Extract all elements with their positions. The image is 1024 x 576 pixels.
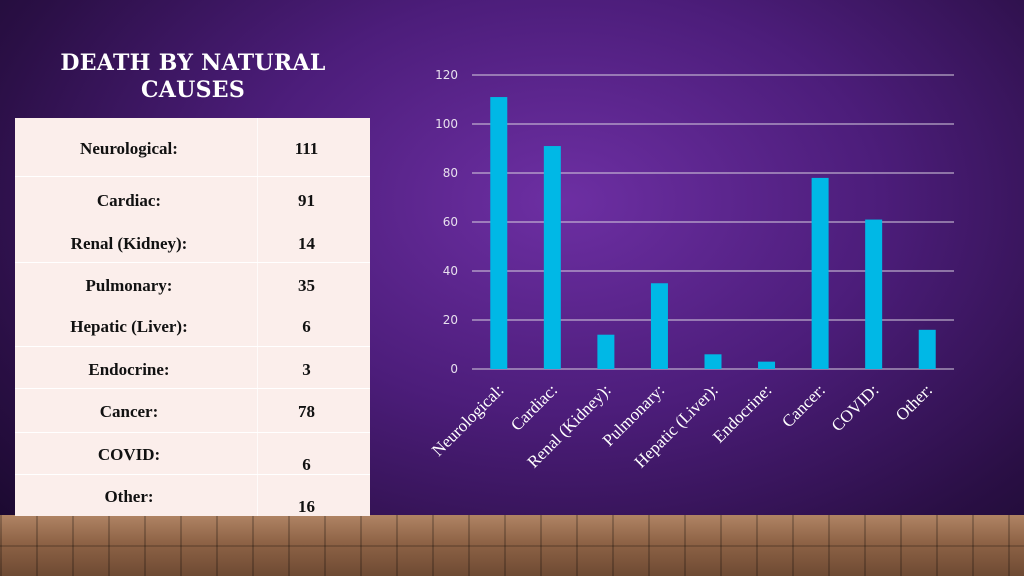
page-title: DEATH BY NATURAL CAUSES xyxy=(60,50,326,103)
row-label: Hepatic (Liver): xyxy=(70,317,188,336)
y-tick-label: 20 xyxy=(443,313,458,327)
row-value: 78 xyxy=(298,402,315,421)
table-row: COVID: 6 xyxy=(15,432,370,475)
row-value: 3 xyxy=(302,360,311,379)
row-value: 91 xyxy=(298,191,315,210)
x-tick-label: Cancer: xyxy=(778,380,829,431)
y-tick-label: 100 xyxy=(435,117,458,131)
y-tick-label: 80 xyxy=(443,166,458,180)
y-tick-label: 120 xyxy=(435,68,458,82)
wood-floor xyxy=(0,515,1024,576)
bar xyxy=(811,177,829,369)
table-row: Renal (Kidney): 14 xyxy=(15,222,370,262)
table-row: Pulmonary: 35 xyxy=(15,262,370,305)
row-label: Endocrine: xyxy=(88,360,170,379)
data-table: Neurological: 111 Cardiac: 91 Renal (Kid… xyxy=(15,118,370,516)
bar xyxy=(490,97,508,370)
bar xyxy=(650,283,668,369)
row-label: Pulmonary: xyxy=(85,276,173,295)
x-tick-label: Cardiac: xyxy=(507,380,561,434)
bar xyxy=(865,219,883,369)
row-value: 111 xyxy=(294,139,319,158)
table-row: Other: 16 xyxy=(15,474,370,517)
row-label: COVID: xyxy=(97,445,161,464)
row-label: Cardiac: xyxy=(96,191,162,210)
table-row: Neurological: 111 xyxy=(15,118,370,176)
table-row: Endocrine: 3 xyxy=(15,346,370,389)
column-divider xyxy=(257,118,258,516)
bar xyxy=(704,354,722,369)
table-row: Cancer: 78 xyxy=(15,388,370,433)
bars xyxy=(490,97,936,370)
bar xyxy=(918,329,936,369)
row-value: 6 xyxy=(302,455,311,474)
x-tick-label: Neurological: xyxy=(428,380,508,460)
x-tick-label: COVID: xyxy=(828,380,883,435)
table-row: Cardiac: 91 xyxy=(15,176,370,223)
row-value: 14 xyxy=(298,234,315,253)
x-tick-label: Other: xyxy=(892,380,936,424)
row-label: Cancer: xyxy=(99,402,159,421)
row-value: 6 xyxy=(302,317,311,336)
row-label: Renal (Kidney): xyxy=(70,234,188,253)
bar xyxy=(758,361,776,369)
row-value: 16 xyxy=(298,497,315,516)
bar xyxy=(543,146,561,369)
bar xyxy=(597,334,615,369)
row-label: Other: xyxy=(104,487,154,506)
row-value: 35 xyxy=(298,276,315,295)
y-tick-label: 40 xyxy=(443,264,458,278)
category-labels: Neurological: Cardiac:Renal (Kidney):Pulm… xyxy=(428,380,936,471)
x-tick-label: Endocrine: xyxy=(709,380,775,446)
y-tick-label: 60 xyxy=(443,215,458,229)
table-row: Hepatic (Liver): 6 xyxy=(15,304,370,346)
row-label: Neurological: xyxy=(80,139,178,158)
y-tick-label: 0 xyxy=(450,362,458,376)
